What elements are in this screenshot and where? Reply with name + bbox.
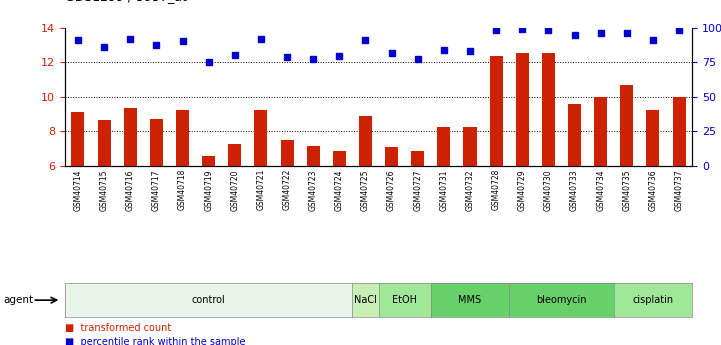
Bar (280, 140, 293, 269)
Bar (255, 110, 267, 269)
Text: GSM40727: GSM40727 (413, 169, 423, 210)
Text: ■  transformed count: ■ transformed count (65, 323, 171, 333)
Bar (464, 127, 477, 269)
Bar (229, 144, 242, 269)
Text: GSM40718: GSM40718 (178, 169, 187, 210)
Text: GSM40724: GSM40724 (335, 169, 344, 210)
Bar (647, 110, 660, 269)
Text: control: control (192, 295, 226, 305)
Bar (202, 156, 215, 269)
Text: GSM40730: GSM40730 (544, 169, 553, 211)
Bar (542, 52, 555, 269)
Bar (71, 112, 84, 269)
Text: GSM40725: GSM40725 (361, 169, 370, 210)
Bar (516, 52, 528, 269)
Bar (150, 119, 163, 269)
Text: NaCl: NaCl (354, 295, 377, 305)
Bar (438, 127, 451, 269)
Text: cisplatin: cisplatin (632, 295, 673, 305)
Text: GSM40719: GSM40719 (204, 169, 213, 210)
Bar (97, 120, 110, 269)
Text: GSM40723: GSM40723 (309, 169, 318, 210)
Text: GSM40735: GSM40735 (622, 169, 632, 211)
Text: agent: agent (4, 295, 34, 305)
Bar (673, 97, 686, 269)
Text: GSM40716: GSM40716 (125, 169, 135, 210)
Bar (359, 116, 372, 269)
Text: GSM40726: GSM40726 (387, 169, 396, 210)
Text: GSM40731: GSM40731 (439, 169, 448, 210)
Text: GSM40733: GSM40733 (570, 169, 579, 211)
Text: GSM40734: GSM40734 (596, 169, 605, 211)
Bar (594, 97, 607, 269)
Bar (385, 147, 398, 269)
Text: GSM40729: GSM40729 (518, 169, 527, 210)
Text: GSM40737: GSM40737 (675, 169, 684, 211)
Text: GSM40732: GSM40732 (466, 169, 474, 210)
Bar (176, 110, 189, 269)
Bar (411, 151, 424, 269)
Text: GSM40717: GSM40717 (152, 169, 161, 210)
Bar (333, 151, 346, 269)
Text: GSM40715: GSM40715 (99, 169, 109, 210)
Text: GSM40721: GSM40721 (257, 169, 265, 210)
Text: MMS: MMS (459, 295, 482, 305)
Text: EtOH: EtOH (392, 295, 417, 305)
Text: GSM40714: GSM40714 (74, 169, 82, 210)
Text: GSM40720: GSM40720 (230, 169, 239, 210)
Bar (124, 108, 137, 269)
Text: GSM40728: GSM40728 (492, 169, 500, 210)
Text: ■  percentile rank within the sample: ■ percentile rank within the sample (65, 337, 245, 345)
Bar (306, 146, 319, 269)
Text: GSM40736: GSM40736 (648, 169, 658, 211)
Text: bleomycin: bleomycin (536, 295, 587, 305)
Bar (490, 56, 503, 269)
Bar (620, 85, 633, 269)
Text: GDS1299 / 5957_at: GDS1299 / 5957_at (65, 0, 187, 3)
Text: GSM40722: GSM40722 (283, 169, 291, 210)
Bar (568, 104, 581, 269)
